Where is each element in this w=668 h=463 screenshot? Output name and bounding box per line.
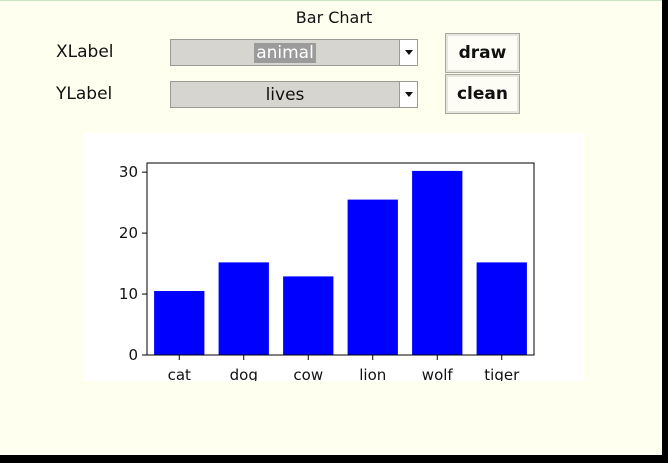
y-tick-label-30: 30 [119,163,138,181]
bar-dog [218,262,269,355]
chevron-down-icon [404,50,413,55]
window-border-bottom [0,455,668,463]
bar-chart: 0 10 20 30 cat dog cow lion wolf tiger [84,133,584,381]
window-border-right [662,0,668,463]
y-tick-label-0: 0 [128,346,138,364]
ylabel-combobox[interactable]: lives [170,81,418,108]
draw-button[interactable]: draw [445,33,520,73]
y-tick-label-10: 10 [119,285,138,303]
ylabel-selected-text: lives [265,84,305,105]
xlabel-dropdown-button[interactable] [399,40,417,65]
xlabel-combobox[interactable]: animal [170,39,418,66]
xlabel-selected-text: animal [254,42,316,63]
window-title: Bar Chart [295,8,373,27]
bar-cat [154,291,205,355]
clean-button[interactable]: clean [445,74,520,114]
plot-frame [146,162,535,356]
x-tick-label-lion: lion [359,366,386,381]
chevron-down-icon [404,92,413,97]
x-tick-label-cat: cat [168,366,191,381]
x-tick-label-tiger: tiger [484,366,520,381]
ylabel-dropdown-button[interactable] [399,82,417,107]
ylabel-label: YLabel [56,84,113,104]
bar-cow [283,276,334,355]
bar-tiger [476,262,527,355]
ylabel-combobox-value[interactable]: lives [171,82,399,107]
x-tick-label-dog: dog [230,366,258,381]
bar-chart-svg: 0 10 20 30 cat dog cow lion wolf tiger [119,162,535,381]
app-window: Bar Chart XLabel animal draw YLabel live… [0,0,662,456]
y-tick-label-20: 20 [119,224,138,242]
xlabel-combobox-value[interactable]: animal [171,40,399,65]
bar-wolf [412,170,463,355]
x-tick-label-wolf: wolf [422,366,454,381]
xlabel-label: XLabel [56,42,114,62]
x-tick-label-cow: cow [293,366,323,381]
bar-lion [347,199,398,355]
